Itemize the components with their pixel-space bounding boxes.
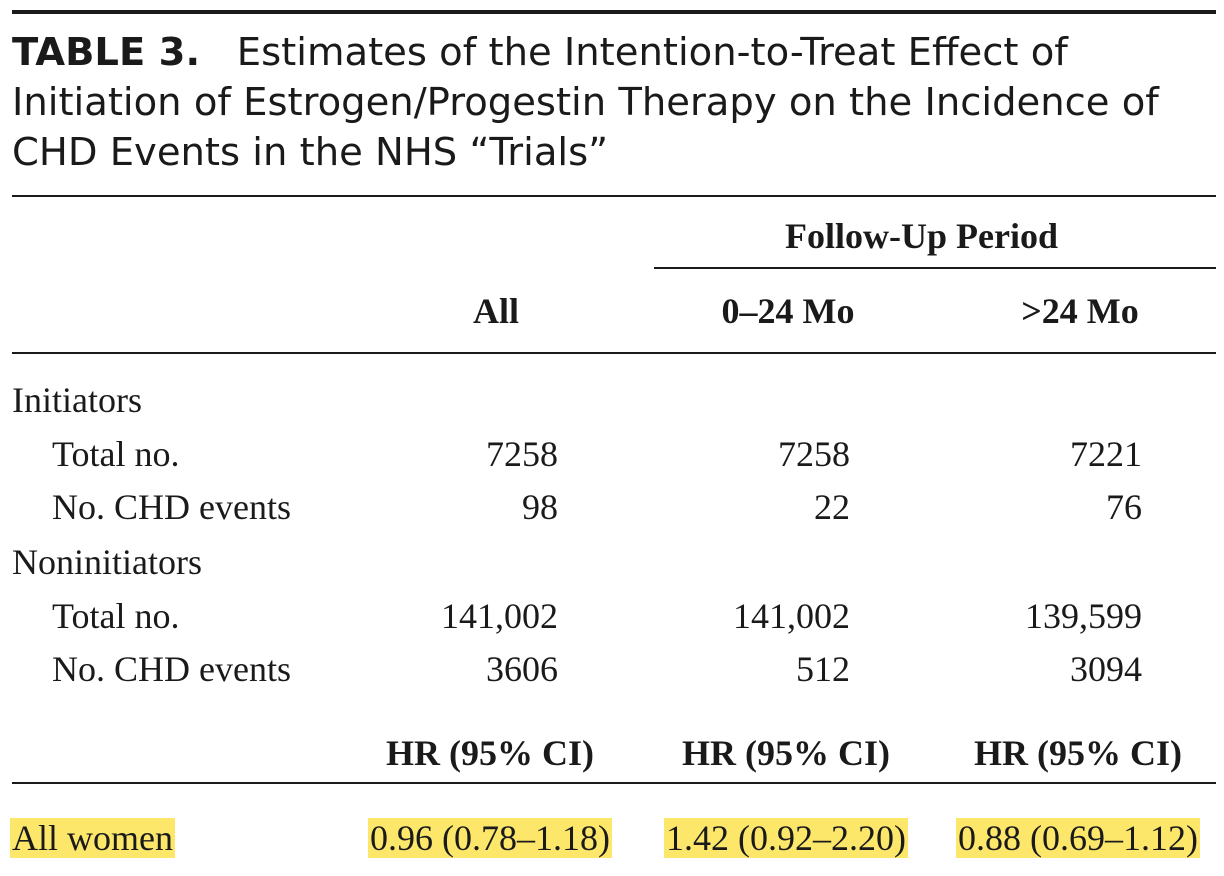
highlight-hr-0-24: 1.42 (0.92–2.20)	[664, 818, 908, 858]
result-row-label: All women	[10, 818, 175, 858]
result-cell-all: 0.96 (0.78–1.18)	[360, 818, 620, 858]
caption-line-2: Initiation of Estrogen/Progestin Therapy…	[12, 80, 1159, 125]
cell-value: 7258	[486, 434, 558, 474]
cell-value: 3606	[486, 649, 558, 689]
col-header-gt24: >24 Mo	[1021, 291, 1139, 331]
table-label: TABLE 3.	[12, 30, 201, 75]
col-header-0-24: 0–24 Mo	[721, 291, 855, 331]
follow-up-period-header: Follow-Up Period	[785, 216, 1058, 256]
table-caption: TABLE 3. Estimates of the Intention-to-T…	[12, 28, 1216, 178]
hr-header-rule	[12, 782, 1216, 784]
highlight-hr-gt24: 0.88 (0.69–1.12)	[956, 818, 1200, 858]
cell-value: 76	[1106, 487, 1142, 527]
hr-header-gt24: HR (95% CI)	[974, 733, 1182, 773]
caption-text-1: Estimates of the Intention-to-Treat Effe…	[236, 30, 1068, 75]
cell-value: 141,002	[441, 596, 558, 636]
cell-value: 7221	[1070, 434, 1142, 474]
cell-value: 98	[522, 487, 558, 527]
caption-line-3: CHD Events in the NHS “Trials”	[12, 130, 609, 175]
cell-value: 141,002	[733, 596, 850, 636]
hr-header-all: HR (95% CI)	[386, 733, 594, 773]
group-label-initiators: Initiators	[12, 380, 142, 420]
cell-value: 22	[814, 487, 850, 527]
highlight-hr-all: 0.96 (0.78–1.18)	[368, 818, 612, 858]
table-top-rule	[12, 10, 1216, 14]
col-header-all: All	[472, 291, 519, 331]
result-cell-gt24: 0.88 (0.69–1.12)	[948, 818, 1208, 858]
follow-up-span-rule	[654, 267, 1216, 269]
row-label: No. CHD events	[52, 649, 291, 689]
header-rule	[12, 352, 1216, 354]
group-label-noninitiators: Noninitiators	[12, 542, 202, 582]
result-cell-0-24: 1.42 (0.92–2.20)	[656, 818, 916, 858]
caption-rule	[12, 195, 1216, 197]
row-label: Total no.	[52, 596, 180, 636]
row-label: No. CHD events	[52, 487, 291, 527]
cell-value: 3094	[1070, 649, 1142, 689]
highlight-label: All women	[10, 818, 175, 858]
cell-value: 139,599	[1025, 596, 1142, 636]
cell-value: 7258	[778, 434, 850, 474]
hr-header-0-24: HR (95% CI)	[682, 733, 890, 773]
caption-line-1: TABLE 3. Estimates of the Intention-to-T…	[12, 28, 1216, 78]
cell-value: 512	[796, 649, 850, 689]
row-label: Total no.	[52, 434, 180, 474]
